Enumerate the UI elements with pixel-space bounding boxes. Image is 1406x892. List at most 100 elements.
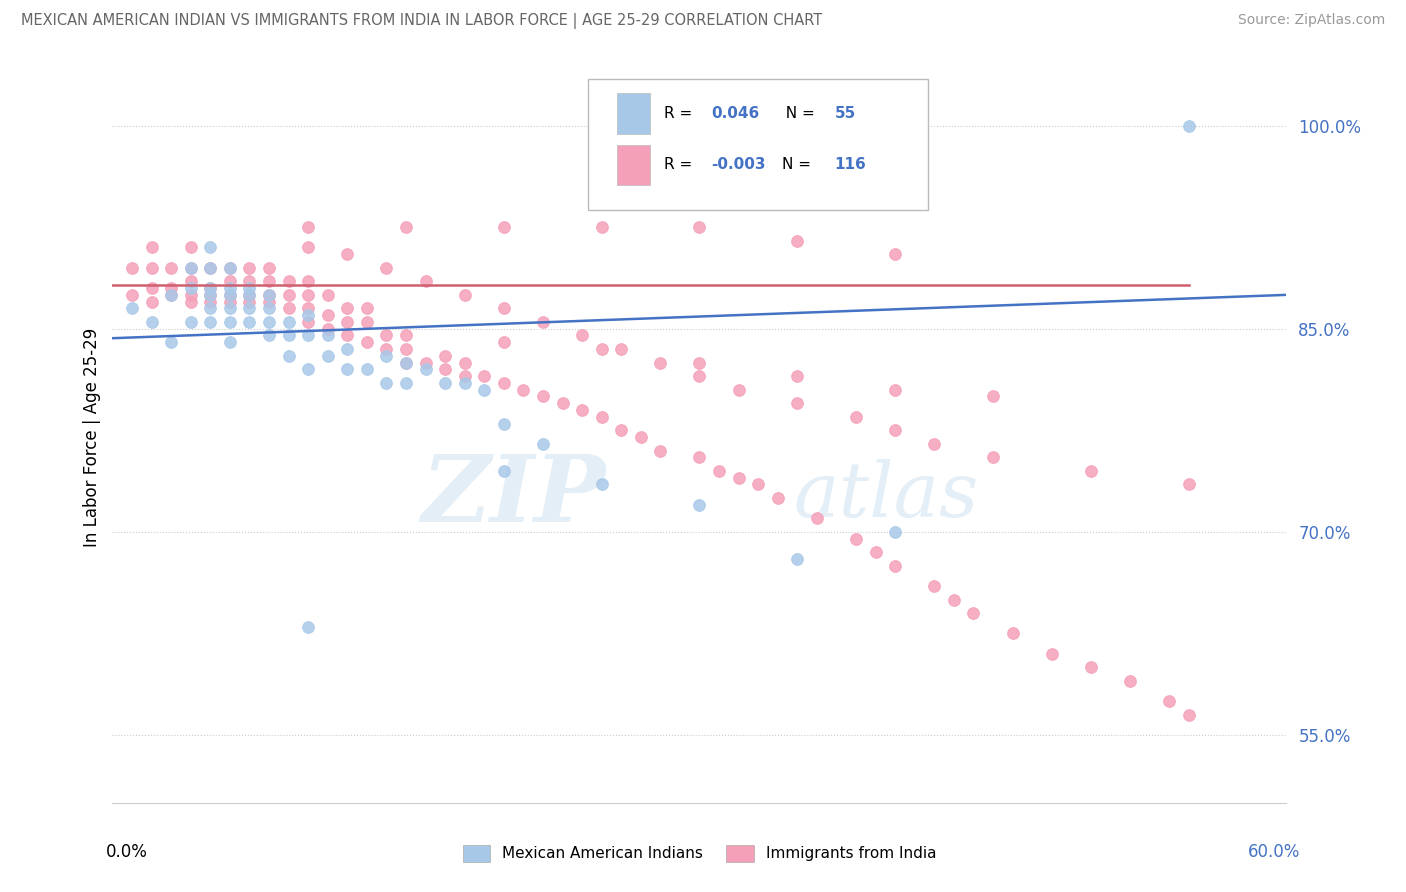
Point [200, 260, 222, 275]
Point [375, 328, 398, 343]
Point [453, 355, 475, 369]
Point [219, 335, 242, 350]
Point [121, 288, 143, 302]
Point [1119, 673, 1142, 688]
Point [492, 301, 515, 316]
Point [1080, 464, 1102, 478]
Point [492, 335, 515, 350]
Point [472, 369, 495, 384]
Point [806, 511, 828, 525]
Point [1177, 477, 1199, 491]
Point [689, 355, 711, 369]
Point [200, 315, 222, 329]
Point [277, 349, 299, 363]
Point [1177, 707, 1199, 722]
Point [512, 383, 534, 397]
Point [375, 260, 398, 275]
Point [238, 301, 260, 316]
Y-axis label: In Labor Force | Age 25-29: In Labor Force | Age 25-29 [83, 327, 101, 547]
Point [219, 281, 242, 295]
Point [630, 430, 652, 444]
Point [238, 274, 260, 288]
Point [277, 288, 299, 302]
Point [375, 342, 398, 356]
Point [180, 240, 202, 254]
Point [395, 355, 418, 369]
Point [257, 288, 280, 302]
Point [727, 471, 749, 485]
Point [297, 220, 319, 235]
Point [865, 545, 887, 559]
Point [180, 288, 202, 302]
Text: 0.046: 0.046 [711, 106, 759, 121]
Point [395, 328, 418, 343]
Point [219, 288, 242, 302]
Point [434, 349, 457, 363]
Point [1080, 660, 1102, 674]
Point [884, 383, 907, 397]
Point [297, 315, 319, 329]
Point [219, 288, 242, 302]
Point [884, 524, 907, 539]
Point [747, 477, 769, 491]
Point [297, 308, 319, 322]
Point [375, 349, 398, 363]
Point [180, 260, 202, 275]
Point [356, 315, 378, 329]
Text: ZIP: ZIP [422, 450, 606, 541]
Point [786, 234, 808, 248]
Point [1159, 694, 1181, 708]
Point [200, 294, 222, 309]
Point [453, 288, 475, 302]
Point [200, 288, 222, 302]
Point [395, 376, 418, 390]
Point [160, 260, 183, 275]
Point [200, 301, 222, 316]
Point [121, 301, 143, 316]
Point [434, 376, 457, 390]
Point [610, 342, 633, 356]
Point [924, 579, 946, 593]
Point [219, 260, 242, 275]
Point [219, 315, 242, 329]
Point [356, 335, 378, 350]
Point [981, 389, 1004, 403]
Text: R =: R = [664, 157, 697, 172]
Point [356, 362, 378, 376]
Point [316, 322, 339, 336]
Point [531, 315, 554, 329]
Point [884, 423, 907, 437]
Point [845, 532, 868, 546]
Point [219, 294, 242, 309]
Point [650, 355, 672, 369]
Point [277, 328, 299, 343]
FancyBboxPatch shape [588, 78, 928, 211]
Bar [617, 145, 650, 185]
Text: -0.003: -0.003 [711, 157, 766, 172]
Point [238, 281, 260, 295]
Point [591, 220, 613, 235]
Point [492, 464, 515, 478]
Point [200, 281, 222, 295]
Point [531, 437, 554, 451]
Point [180, 274, 202, 288]
Point [336, 247, 359, 261]
Point [786, 396, 808, 410]
Point [141, 294, 163, 309]
Point [591, 409, 613, 424]
Point [610, 423, 633, 437]
Point [257, 288, 280, 302]
Point [200, 260, 222, 275]
Point [316, 328, 339, 343]
Point [689, 369, 711, 384]
Point [689, 450, 711, 465]
Point [707, 464, 730, 478]
Point [297, 328, 319, 343]
Point [160, 281, 183, 295]
Text: N =: N = [776, 106, 820, 121]
Point [316, 349, 339, 363]
Point [200, 288, 222, 302]
Point [727, 383, 749, 397]
Point [884, 558, 907, 573]
Text: R =: R = [664, 106, 697, 121]
